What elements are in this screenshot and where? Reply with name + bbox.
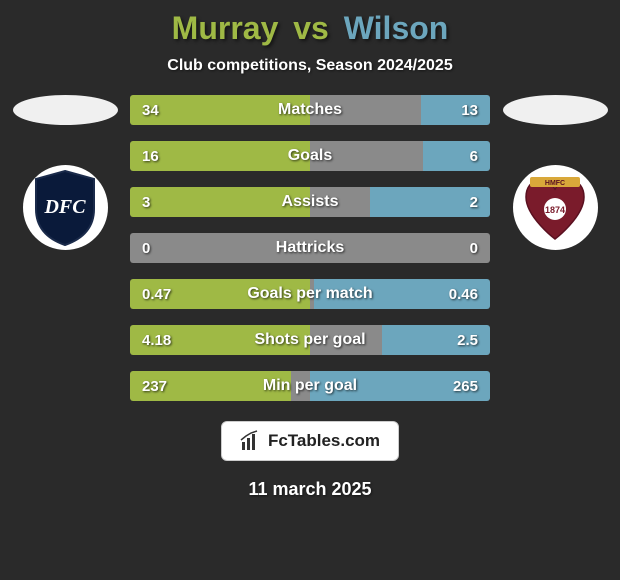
stat-row: 237 Min per goal 265 (130, 371, 490, 401)
stat-value-right: 2.5 (457, 332, 478, 349)
club-logo-left: DFC (23, 165, 108, 250)
stat-value-left: 4.18 (142, 332, 171, 349)
stat-value-left: 0 (142, 240, 150, 257)
stat-value-left: 16 (142, 148, 159, 165)
stat-value-left: 3 (142, 194, 150, 211)
stat-value-left: 237 (142, 378, 167, 395)
stat-row: 3 Assists 2 (130, 187, 490, 217)
dundee-badge-icon: DFC (30, 169, 100, 247)
stat-label: Assists (282, 193, 339, 211)
stat-row: 0 Hattricks 0 (130, 233, 490, 263)
main-area: DFC 34 Matches 13 16 Goals 6 3 (0, 95, 620, 401)
hearts-badge-icon: HMFC 1874 (520, 169, 590, 247)
stat-label: Goals per match (247, 285, 372, 303)
stat-value-left: 0.47 (142, 286, 171, 303)
player1-photo-placeholder (13, 95, 118, 125)
footer: FcTables.com 11 march 2025 (221, 421, 399, 500)
player2-name: Wilson (344, 10, 449, 46)
stat-value-right: 6 (470, 148, 478, 165)
stat-value-left: 34 (142, 102, 159, 119)
stat-label: Matches (278, 101, 342, 119)
subtitle: Club competitions, Season 2024/2025 (167, 57, 452, 75)
right-side-column: HMFC 1874 (500, 95, 610, 250)
stat-value-right: 13 (461, 102, 478, 119)
stat-row: 34 Matches 13 (130, 95, 490, 125)
left-side-column: DFC (10, 95, 120, 250)
stat-label: Hattricks (276, 239, 344, 257)
stat-row: 16 Goals 6 (130, 141, 490, 171)
stat-bar-right (423, 141, 491, 171)
fctables-chart-icon (240, 430, 262, 452)
stats-column: 34 Matches 13 16 Goals 6 3 Assists 2 0 H… (130, 95, 490, 401)
fctables-label: FcTables.com (268, 431, 380, 451)
stat-value-right: 0 (470, 240, 478, 257)
page-title: Murray vs Wilson (172, 10, 449, 47)
stat-bar-right (421, 95, 490, 125)
date-text: 11 march 2025 (248, 479, 371, 500)
hearts-year-text: 1874 (545, 205, 565, 215)
stat-value-right: 2 (470, 194, 478, 211)
hearts-ribbon-text: HMFC (545, 180, 565, 187)
comparison-card: Murray vs Wilson Club competitions, Seas… (0, 0, 620, 580)
player1-name: Murray (172, 10, 279, 46)
stat-value-right: 265 (453, 378, 478, 395)
dundee-badge-text: DFC (43, 196, 86, 218)
stat-value-right: 0.46 (449, 286, 478, 303)
player2-photo-placeholder (503, 95, 608, 125)
stat-row: 4.18 Shots per goal 2.5 (130, 325, 490, 355)
vs-text: vs (293, 10, 329, 46)
stat-row: 0.47 Goals per match 0.46 (130, 279, 490, 309)
stat-label: Goals (288, 147, 332, 165)
stat-label: Min per goal (263, 377, 357, 395)
club-logo-right: HMFC 1874 (513, 165, 598, 250)
fctables-link[interactable]: FcTables.com (221, 421, 399, 461)
stat-label: Shots per goal (254, 331, 365, 349)
